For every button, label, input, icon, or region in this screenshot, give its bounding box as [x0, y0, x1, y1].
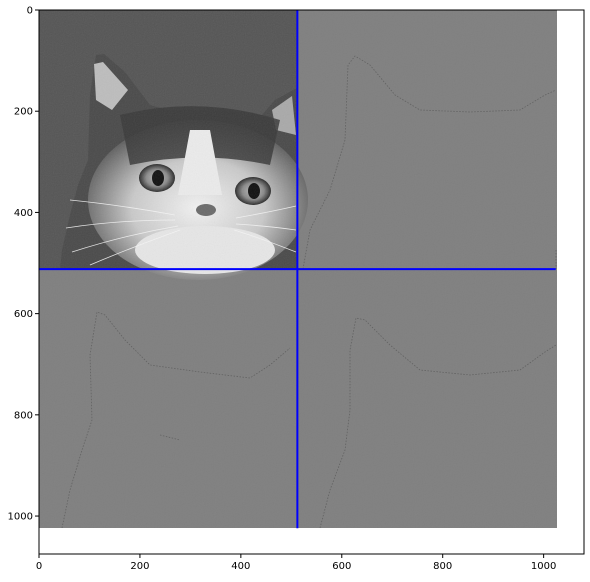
- x-axis: 0 200 400 600 800 1000: [36, 554, 556, 572]
- cat-photo-grain: [39, 10, 298, 269]
- y-tick-label: 0: [27, 6, 33, 17]
- x-tick-label: 200: [130, 561, 149, 572]
- x-tick-label: 1000: [531, 561, 556, 572]
- y-axis: 0 200 400 600 800 1000: [8, 6, 39, 523]
- detail-noise-top-right: [298, 10, 557, 269]
- x-tick-label: 800: [433, 561, 452, 572]
- axes-frame: [38, 9, 585, 555]
- x-tick-label: 400: [231, 561, 250, 572]
- y-tick-label: 600: [14, 309, 33, 320]
- y-tick-label: 1000: [8, 512, 33, 523]
- y-tick-label: 800: [14, 410, 33, 421]
- y-tick-label: 400: [14, 208, 33, 219]
- x-tick-label: 0: [36, 561, 42, 572]
- x-tick-label: 600: [332, 561, 351, 572]
- y-tick-label: 200: [14, 107, 33, 118]
- cat-photo: [39, 10, 308, 280]
- image-layer: [39, 10, 557, 528]
- detail-noise-bottom-left: [39, 269, 298, 528]
- detail-noise-bottom-right: [298, 269, 557, 528]
